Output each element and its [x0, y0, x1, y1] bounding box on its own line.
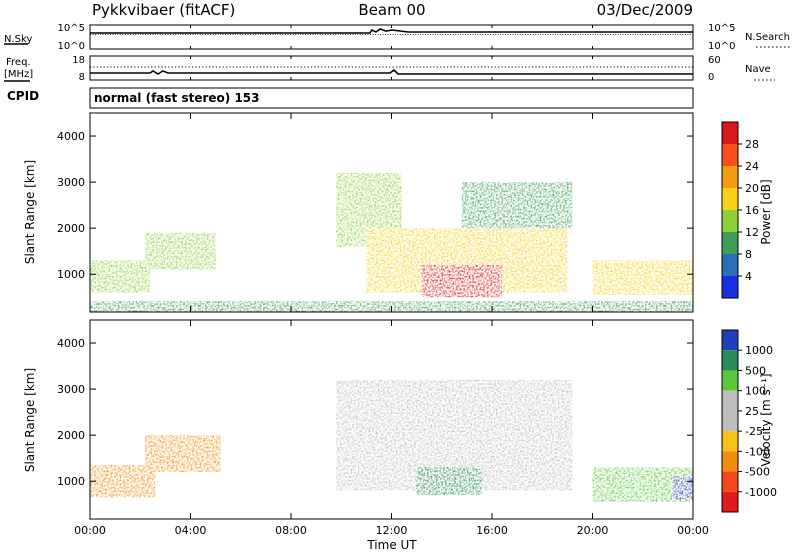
velocity-ytick-label-0: 1000 [57, 475, 85, 488]
nave-tick-top: 60 [708, 55, 721, 66]
time-axis-ticks: 00:00 04:00 08:00 12:00 16:00 20:00 00:00 [74, 25, 709, 537]
radar-title: Pykkvibaer (fitACF) [92, 1, 235, 19]
nave-label: Nave [745, 64, 771, 75]
velocity-echo-region-1 [145, 435, 221, 473]
velocity-colorbar-label-1: 500 [745, 364, 766, 377]
velocity-colorbar-label-3: 25 [745, 405, 759, 418]
velocity-colorbar-frame [721, 329, 739, 513]
xtick-label-0: 00:00 [74, 524, 106, 537]
cpid-label: CPID [7, 89, 39, 103]
power-colorbar-cell-0 [722, 122, 738, 144]
power-colorbar-cell-3 [722, 188, 738, 210]
power-scale-label: Power [dB] [759, 179, 773, 244]
power-colorbar-cell-5 [722, 232, 738, 254]
velocity-colorbar-cell-2 [722, 370, 738, 391]
velocity-colorbar-cell-1 [722, 350, 738, 371]
xtick-label-6: 00:00 [677, 524, 709, 537]
power-colorbar-label-0: 28 [745, 138, 759, 151]
power-colorbar-label-6: 4 [745, 270, 752, 283]
xtick-label-2: 08:00 [275, 524, 307, 537]
power-colorbar: 28 24 20 16 12 8 4 [721, 121, 759, 299]
power-ytick-label-2: 3000 [57, 176, 85, 189]
power-speckle-layer [90, 172, 693, 312]
velocity-echo-region-5 [672, 476, 693, 500]
power-colorbar-cell-6 [722, 254, 738, 276]
velocity-colorbar-label-5: -100 [745, 445, 770, 458]
velocity-panel-axes: 1000 2000 3000 4000 [57, 337, 693, 488]
velocity-colorbar-cell-7 [722, 471, 738, 492]
freq-tick-top: 18 [72, 55, 85, 66]
cpid-text: normal (fast stereo) 153 [94, 91, 260, 105]
velocity-colorbar-label-7: -1000 [745, 486, 777, 499]
power-colorbar-label-5: 8 [745, 248, 752, 261]
power-colorbar-cell-2 [722, 166, 738, 188]
freq-unit-label: [MHz] [4, 69, 33, 80]
velocity-scale-label: Velocity [m s⁻¹] [759, 373, 773, 466]
velocity-colorbar-cell-4 [722, 410, 738, 432]
freq-strip-frame [89, 55, 694, 81]
velocity-echo-region-3 [416, 467, 482, 496]
velocity-colorbar: 1000 500 100 25 -25 -100 -500 -1000 [721, 329, 777, 513]
velocity-colorbar-cell-8 [722, 491, 738, 512]
velocity-colorbar-cell-6 [722, 451, 738, 472]
power-ytick-label-1: 2000 [57, 222, 85, 235]
power-ylabel: Slant Range [km] [23, 160, 37, 264]
velocity-ytick-label-2: 3000 [57, 383, 85, 396]
power-echo-region-1 [145, 232, 216, 270]
power-panel-axes: 1000 2000 3000 4000 [57, 130, 693, 281]
xtick-label-4: 16:00 [476, 524, 508, 537]
power-ytick-label-0: 1000 [57, 268, 85, 281]
power-colorbar-label-3: 16 [745, 204, 759, 217]
freq-tick-bottom: 8 [79, 72, 85, 83]
velocity-colorbar-cell-3 [722, 390, 738, 411]
velocity-colorbar-cell-0 [722, 330, 738, 351]
nsky-strip-frame [89, 24, 694, 50]
velocity-colorbar-cell-5 [722, 431, 738, 452]
xtick-label-5: 20:00 [577, 524, 609, 537]
velocity-ytick-label-1: 2000 [57, 429, 85, 442]
velocity-ylabel: Slant Range [km] [23, 368, 37, 472]
power-colorbar-label-2: 20 [745, 182, 759, 195]
nsky-tick-bottom: 10^0 [58, 41, 85, 52]
power-echo-region-0 [90, 260, 151, 293]
nave-tick-bottom: 0 [708, 72, 714, 83]
power-echo-region-5 [421, 265, 503, 298]
velocity-colorbar-label-0: 1000 [745, 344, 773, 357]
xtick-label-1: 04:00 [175, 524, 207, 537]
freq-label: Freq. [6, 57, 31, 68]
power-colorbar-cell-4 [722, 210, 738, 232]
velocity-echo-region-0 [90, 465, 156, 498]
nsearch-tick-top: 10^5 [708, 23, 735, 34]
power-echo-region-6 [461, 182, 573, 229]
power-colorbar-label-1: 24 [745, 160, 759, 173]
date-label: 03/Dec/2009 [597, 1, 693, 19]
nsearch-label: N.Search [745, 32, 790, 43]
beam-label: Beam 00 [358, 1, 425, 19]
power-ytick-label-3: 4000 [57, 130, 85, 143]
power-colorbar-cell-7 [722, 276, 738, 298]
power-colorbar-cell-1 [722, 144, 738, 166]
velocity-colorbar-label-6: -500 [745, 466, 770, 479]
velocity-colorbar-label-2: 100 [745, 385, 766, 398]
xtick-label-3: 12:00 [376, 524, 408, 537]
nsearch-tick-bottom: 10^0 [708, 41, 735, 52]
cpid-strip-frame [89, 87, 694, 109]
time-axis-label: Time UT [366, 538, 417, 552]
nsky-label: N.Sky [4, 34, 32, 45]
velocity-ytick-label-3: 4000 [57, 337, 85, 350]
nsky-trace [90, 28, 693, 34]
power-colorbar-label-4: 12 [745, 226, 759, 239]
velocity-panel-data [90, 379, 693, 502]
power-panel-data [90, 172, 693, 312]
velocity-speckle-layer [90, 379, 693, 502]
nsky-tick-top: 10^5 [58, 23, 85, 34]
velocity-colorbar-label-4: -25 [745, 425, 763, 438]
freq-trace [90, 68, 693, 75]
power-echo-region-7 [592, 260, 693, 295]
